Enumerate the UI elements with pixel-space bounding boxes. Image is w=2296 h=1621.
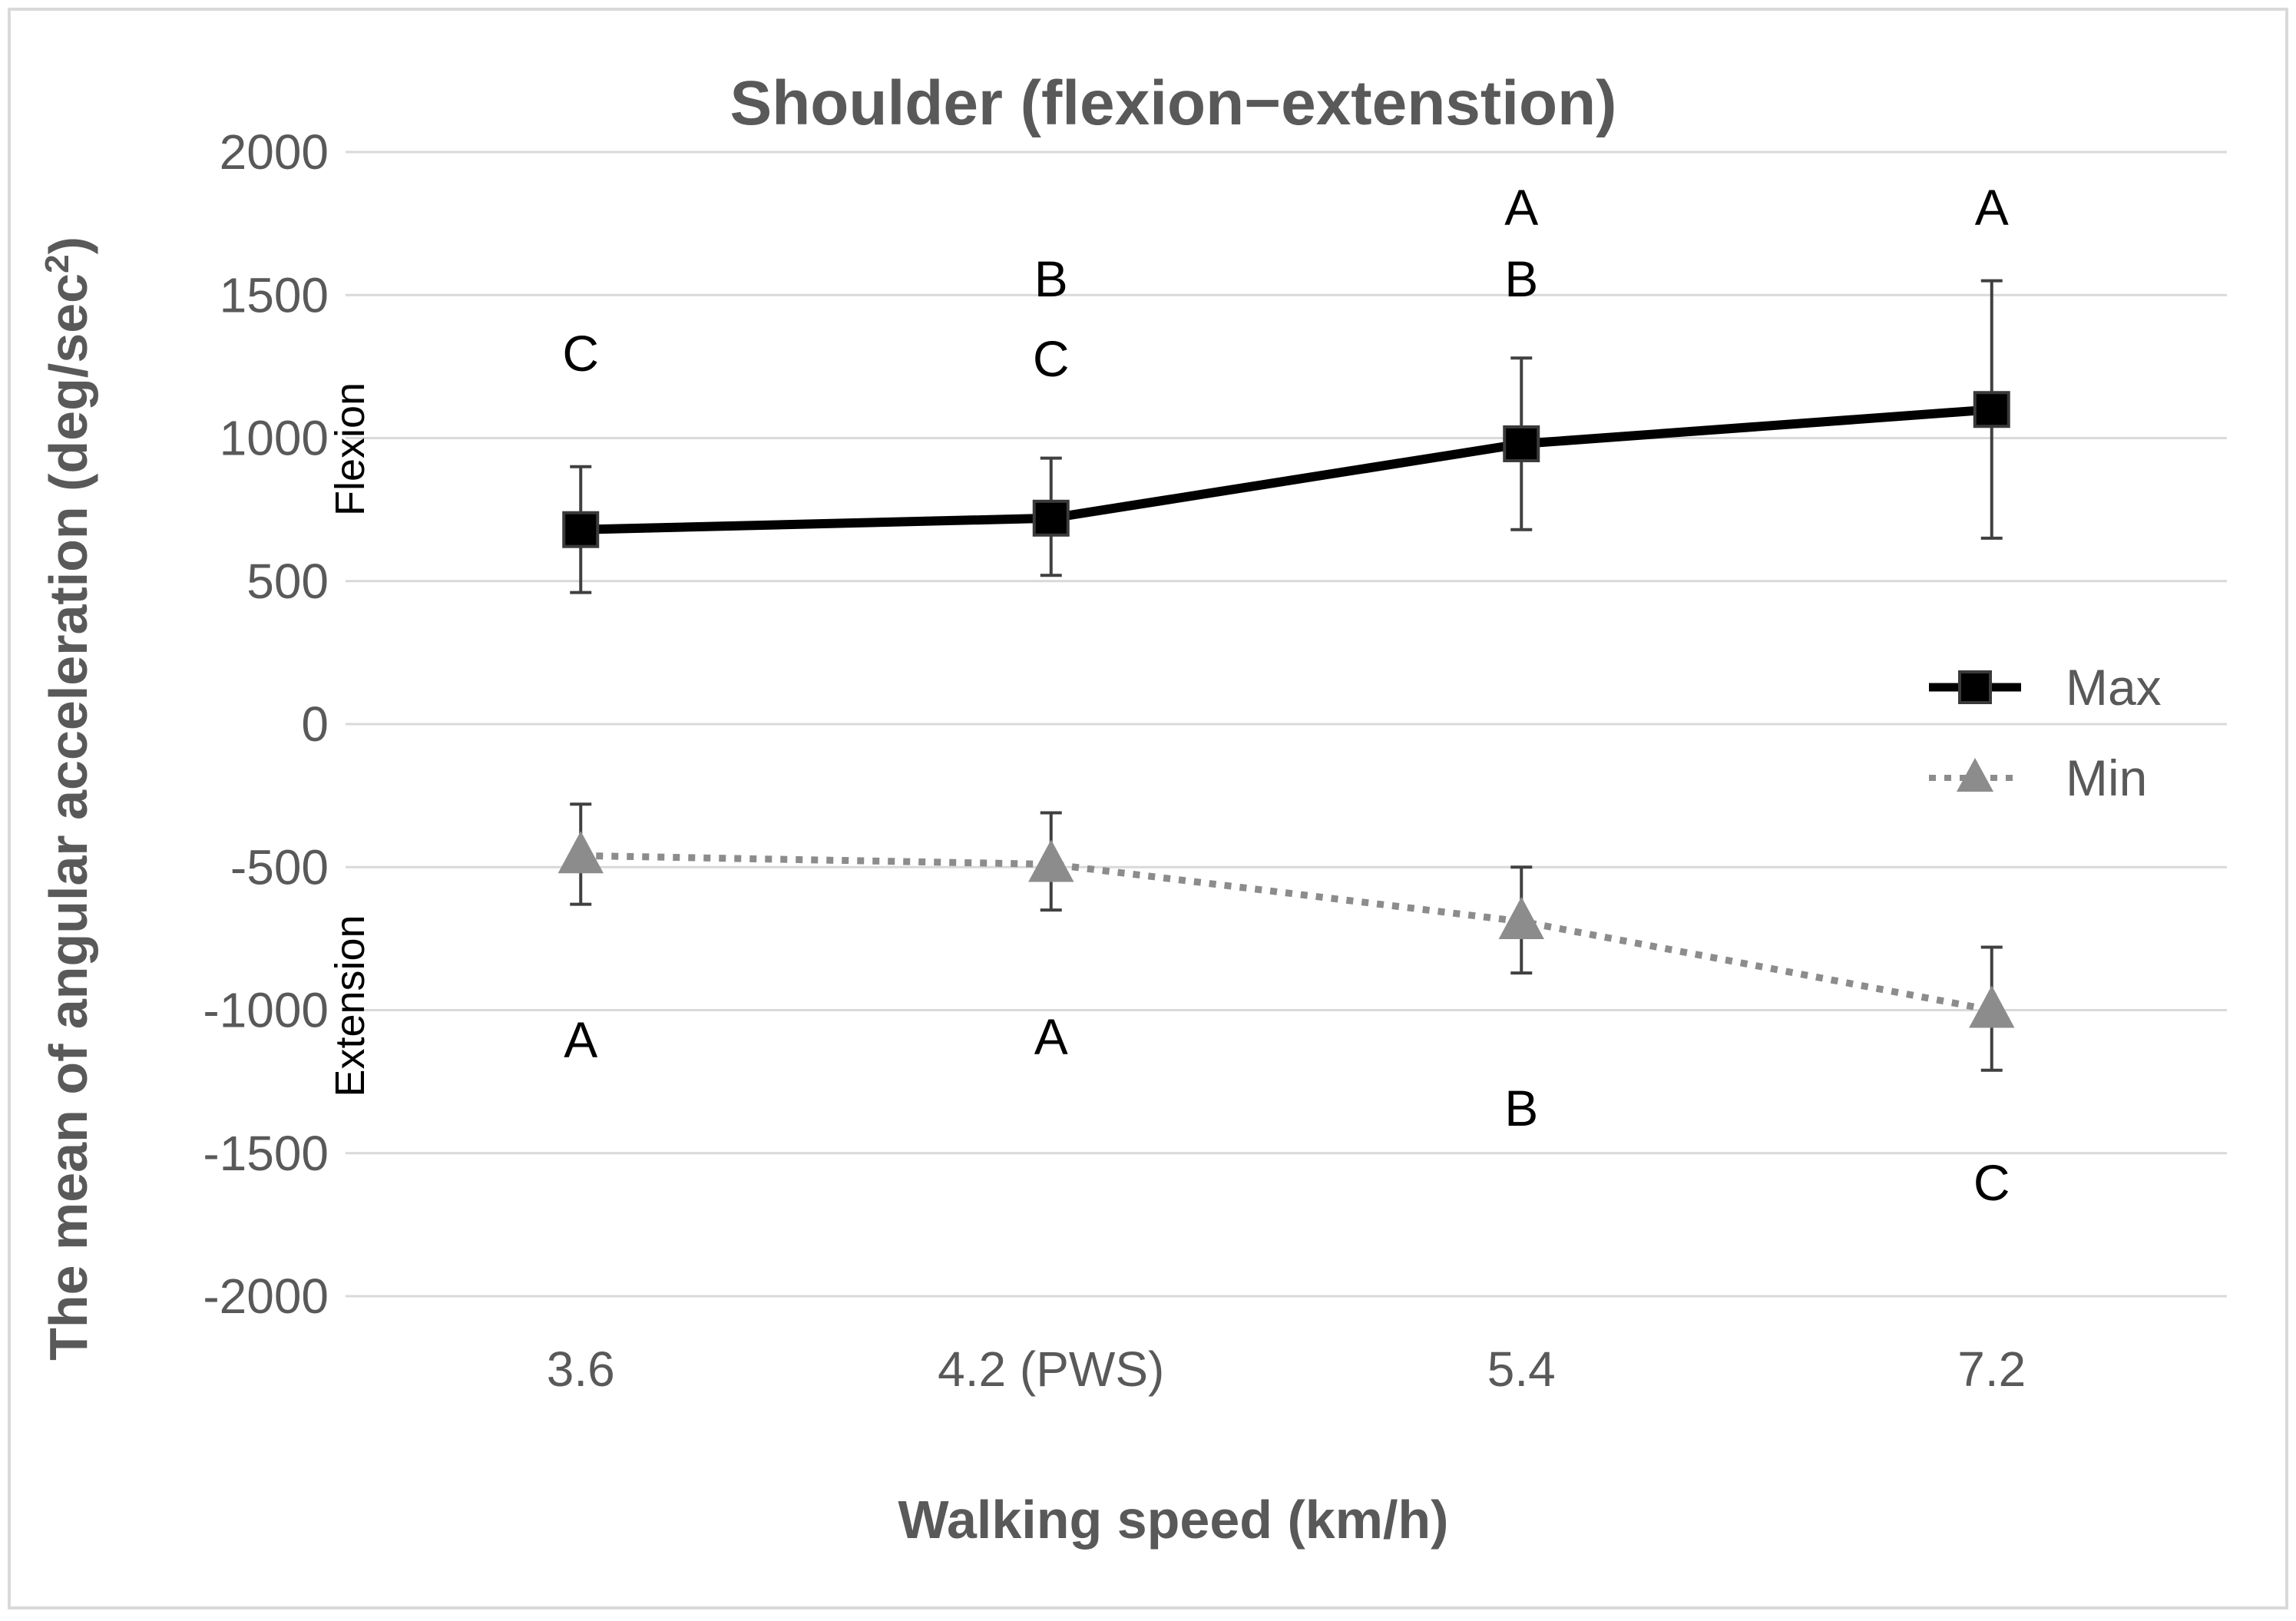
y-tick-label: 2000	[220, 124, 329, 180]
significance-letter: C	[1973, 1154, 2010, 1211]
data-point-max	[562, 511, 600, 548]
flexion-region-label: Flexion	[327, 382, 373, 516]
legend-item-max: Max	[1929, 659, 2162, 716]
y-tick-label: 1000	[220, 411, 329, 466]
chart-border	[8, 8, 2288, 1609]
significance-letter: B	[1034, 250, 1068, 307]
x-tick-labels: 3.6 4.2 (PWS) 5.4 7.2	[547, 1341, 2026, 1397]
significance-letter: A	[1504, 179, 1538, 236]
legend-label-min: Min	[2066, 749, 2147, 806]
significance-letter: C	[1033, 330, 1070, 387]
data-point-min	[1969, 985, 2015, 1028]
x-tick-label: 3.6	[547, 1341, 615, 1397]
y-tick-label: -500	[230, 839, 329, 895]
y-axis-title-main: The mean of angular acceleration (deg/se…	[38, 273, 98, 1361]
data-point-max	[1503, 425, 1540, 462]
data-point-max	[1032, 499, 1070, 537]
x-axis-title: Walking speed (km/h)	[898, 1490, 1449, 1550]
series-max	[562, 279, 2010, 594]
data-point-max	[1973, 391, 2010, 428]
chart-title: Shoulder (flexion−extenstion)	[730, 68, 1617, 138]
data-point-min	[1498, 896, 1544, 939]
extension-region-label: Extension	[327, 915, 373, 1097]
gridlines	[346, 151, 2227, 1298]
significance-letter: A	[1034, 1008, 1068, 1065]
x-tick-label: 4.2 (PWS)	[938, 1341, 1164, 1397]
legend: Max Min	[1929, 659, 2162, 806]
y-tick-label: 500	[246, 554, 329, 609]
y-tick-labels: 2000 1500 1000 500 0 -500 -1000 -1500 -2000	[203, 124, 329, 1324]
legend-item-min: Min	[1929, 749, 2147, 806]
y-tick-label: 1500	[220, 267, 329, 323]
y-tick-label: -1500	[203, 1126, 329, 1181]
series-line-max	[581, 405, 1993, 534]
legend-marker-min	[1957, 758, 1993, 792]
y-tick-label: -1000	[203, 983, 329, 1038]
series-min	[557, 802, 2015, 1072]
x-tick-label: 7.2	[1957, 1341, 2026, 1397]
x-tick-label: 5.4	[1487, 1341, 1556, 1397]
legend-marker-max	[1958, 670, 1992, 704]
y-axis-title-superscript: 2	[38, 254, 76, 273]
data-point-min	[557, 831, 604, 874]
series-line-min	[581, 852, 1993, 1014]
data-point-min	[1028, 839, 1074, 882]
y-axis-title-suffix: )	[38, 237, 98, 254]
significance-letter: B	[1504, 1080, 1538, 1136]
significance-letter: A	[564, 1011, 597, 1068]
significance-letter: B	[1504, 250, 1538, 307]
y-tick-label: -2000	[203, 1269, 329, 1324]
legend-label-max: Max	[2066, 659, 2162, 716]
significance-letter: C	[562, 325, 599, 382]
series-group	[557, 279, 2015, 1072]
significance-letter: A	[1975, 179, 2009, 236]
y-tick-label: 0	[301, 696, 329, 752]
y-axis-title: The mean of angular acceleration (deg/se…	[38, 237, 99, 1361]
